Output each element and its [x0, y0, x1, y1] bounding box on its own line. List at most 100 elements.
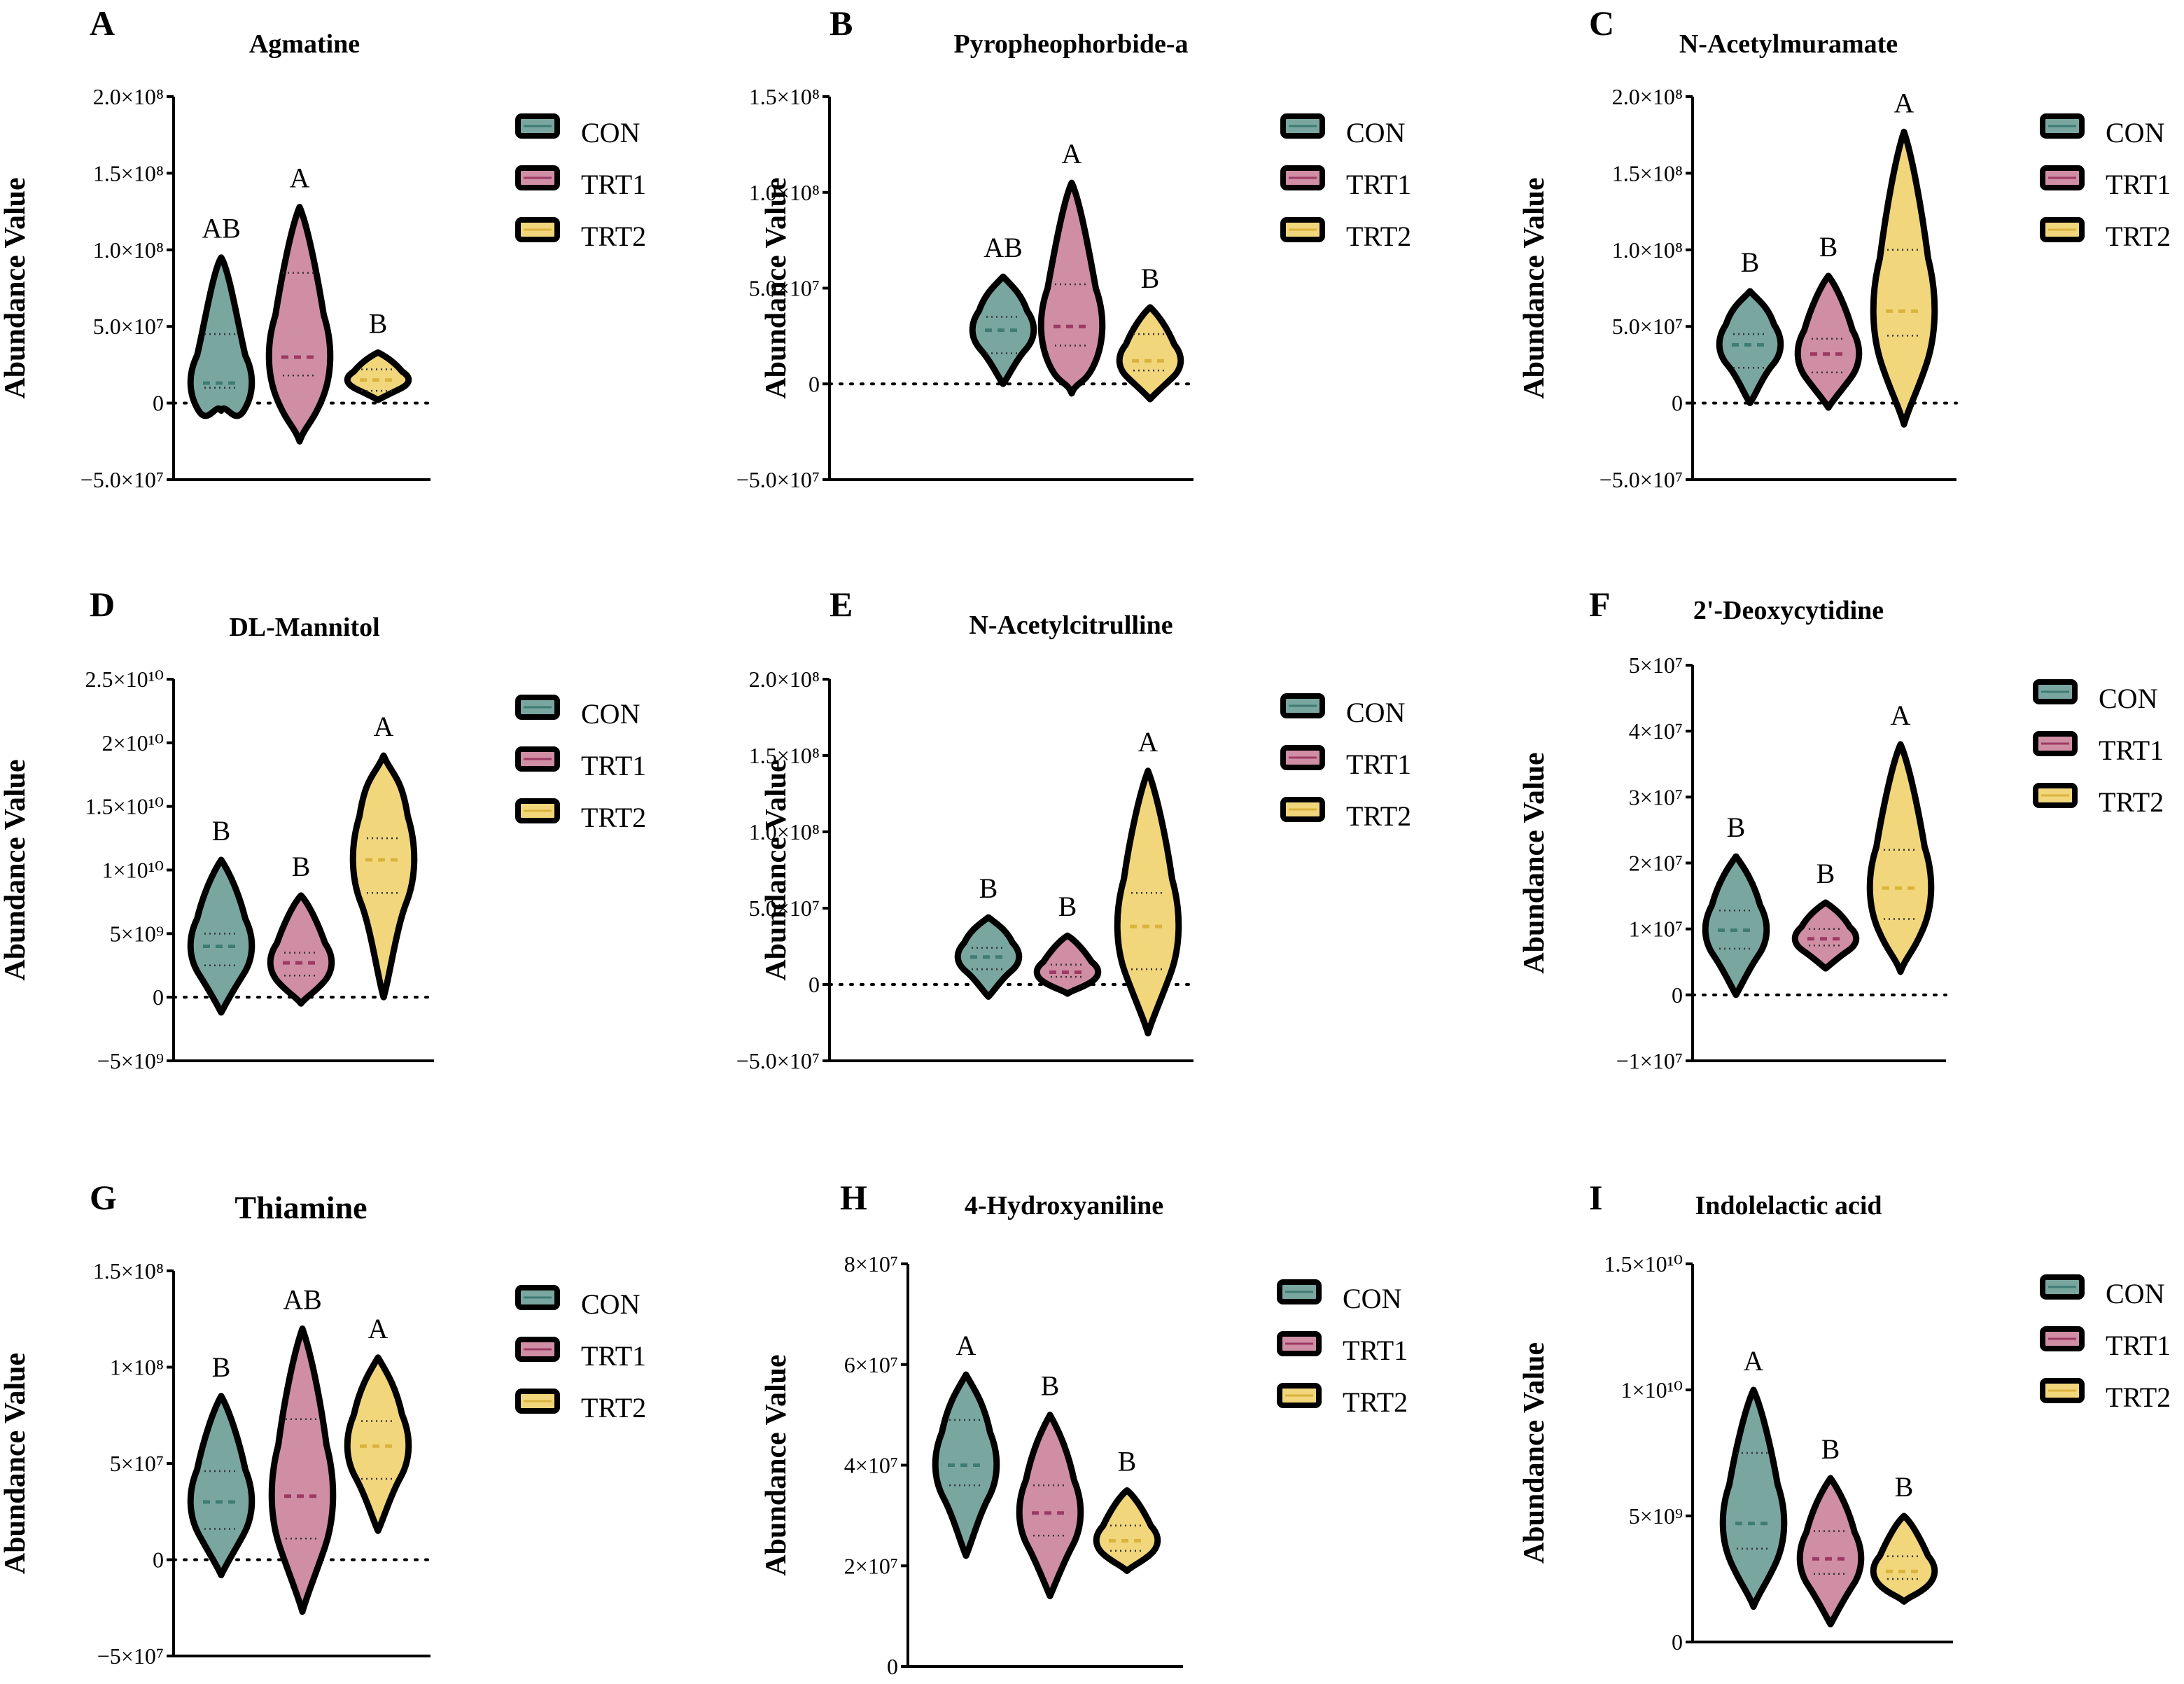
panel-letter: B	[830, 4, 853, 43]
panel-letter: I	[1589, 1178, 1602, 1217]
y-tick-label: 5×10⁹	[1629, 1503, 1683, 1529]
y-tick-label: 5×10⁷	[1629, 653, 1683, 678]
chart-panel-d: D DL-Mannitol Abundance Value −5×10⁹ 0 5×10⁹ 1…	[0, 585, 646, 1073]
y-tick-label: 1.5×10¹⁰	[1604, 1251, 1683, 1276]
y-tick-label: 2.0×10⁸	[1612, 84, 1683, 109]
chart-panel-a: A Agmatine Abundance Value −5.0×10⁷ 0 5.0×10⁷…	[0, 4, 646, 492]
significance-letter: A	[956, 1330, 976, 1361]
panel-letter: E	[830, 585, 853, 624]
y-tick-label: 2×10⁷	[844, 1553, 898, 1578]
y-axis-label: Abundance Value	[0, 759, 31, 980]
legend: CON TRT1 TRT2	[1280, 113, 1411, 252]
y-axis-label: Abundance Value	[1518, 177, 1550, 398]
y-tick-label: −5×10⁷	[97, 1643, 164, 1669]
y-tick-label: 0	[808, 371, 820, 396]
y-tick-label: 1×10⁸	[110, 1355, 164, 1380]
violin-trt2	[344, 349, 412, 403]
significance-letter: A	[1138, 726, 1158, 758]
significance-letter: B	[1819, 231, 1838, 263]
y-tick-label: 1.0×10⁸	[93, 237, 164, 263]
y-tick-label: 8×10⁷	[844, 1251, 898, 1276]
y-tick-label: 5×10⁷	[110, 1451, 164, 1476]
legend-label: CON	[1343, 1283, 1401, 1314]
legend: CON TRT1 TRT2	[2040, 1274, 2171, 1413]
significance-letter: B	[212, 815, 231, 847]
panel-letter: G	[90, 1178, 117, 1217]
violin-trt1	[267, 892, 335, 1007]
significance-letter: AB	[202, 213, 241, 244]
y-tick-label: 1.5×10⁸	[1612, 160, 1683, 186]
chart-panel-f: F 2'-Deoxycytidine Abundance Value −1×10⁷ 0 1…	[1518, 585, 2164, 1073]
chart-title: DL-Mannitol	[229, 613, 379, 642]
legend-label: TRT1	[581, 750, 646, 781]
y-axis-label: Abundance Value	[0, 1353, 31, 1574]
violin-trt2	[1866, 741, 1935, 975]
y-tick-label: 0	[1672, 391, 1683, 416]
chart-title: N-Acetylmuramate	[1679, 29, 1898, 59]
significance-letter: B	[1118, 1445, 1137, 1477]
significance-letter: B	[1141, 263, 1160, 294]
significance-letter: A	[290, 162, 310, 194]
y-tick-label: 2.0×10⁸	[93, 84, 164, 109]
y-tick-label: 0	[1672, 982, 1683, 1008]
significance-letter: A	[368, 1313, 388, 1344]
y-tick-label: 2.0×10⁸	[749, 667, 820, 692]
y-tick-label: 1×10¹⁰	[1621, 1377, 1683, 1403]
y-tick-label: 6×10⁷	[844, 1352, 898, 1377]
legend: CON TRT1 TRT2	[515, 1285, 646, 1424]
legend: CON TRT1 TRT2	[1280, 693, 1411, 832]
y-tick-label: 4×10⁷	[1629, 718, 1683, 744]
y-tick-label: 5×10⁹	[110, 921, 164, 946]
y-tick-label: −5.0×10⁷	[80, 467, 164, 492]
legend-label: TRT1	[1343, 1335, 1408, 1366]
y-tick-label: 1.5×10⁸	[749, 743, 820, 768]
y-tick-label: 4×10⁷	[844, 1453, 898, 1478]
y-tick-label: 1.0×10⁸	[749, 819, 820, 844]
y-tick-label: 1.0×10⁸	[749, 180, 820, 205]
chart-panel-i: I Indolelactic acid Abundance Value 0 5×10⁹ 1…	[1518, 1178, 2171, 1655]
y-tick-label: 1.5×10⁸	[93, 160, 164, 186]
legend-label: TRT1	[2106, 169, 2171, 200]
y-axis-label: Abundance Value	[760, 1354, 792, 1575]
significance-letter: A	[374, 711, 394, 742]
y-tick-label: 0	[153, 1547, 164, 1573]
chart-panel-h: H 4-Hydroxyaniline Abundance Value 0 2×10⁷ 4×…	[760, 1178, 1408, 1679]
significance-letter: A	[1891, 700, 1911, 731]
y-tick-label: −1×10⁷	[1616, 1048, 1683, 1073]
y-axis-label: Abundance Value	[760, 759, 792, 980]
legend-label: TRT2	[2106, 1382, 2171, 1413]
y-tick-label: 1×10¹⁰	[102, 858, 164, 883]
significance-letter: A	[1744, 1345, 1764, 1377]
y-tick-label: 0	[887, 1654, 898, 1679]
legend-label: TRT1	[2106, 1330, 2171, 1361]
y-axis-label: Abundance Value	[1518, 752, 1550, 973]
panel-letter: H	[840, 1178, 867, 1217]
legend-label: TRT2	[1346, 800, 1411, 832]
chart-title: Agmatine	[249, 29, 360, 59]
violin-trt1	[1037, 179, 1106, 397]
y-tick-label: 1.5×10⁸	[749, 84, 820, 109]
y-tick-label: 0	[808, 972, 820, 997]
panel-letter: C	[1589, 4, 1614, 43]
chart-panel-b: B Pyropheophorbide-a Abundance Value −5.0×1…	[736, 4, 1411, 492]
violin-trt2	[1093, 1487, 1161, 1574]
chart-title: Pyropheophorbide-a	[953, 29, 1188, 59]
legend-label: TRT2	[2099, 786, 2164, 818]
violin-trt1	[1791, 899, 1860, 972]
significance-letter: B	[1741, 246, 1760, 278]
legend-label: CON	[581, 1288, 640, 1320]
legend: CON TRT1 TRT2	[2040, 113, 2171, 252]
panel-letter: D	[90, 585, 115, 624]
legend-label: CON	[1346, 697, 1405, 728]
chart-title: 2'-Deoxycytidine	[1693, 596, 1884, 625]
chart-panel-c: C N-Acetylmuramate Abundance Value −5.0×10⁷…	[1518, 4, 2171, 492]
legend-label: TRT2	[581, 1392, 646, 1424]
violin-trt1	[1794, 272, 1863, 411]
legend-label: TRT1	[1346, 749, 1411, 780]
violin-trt2	[344, 1354, 412, 1534]
significance-letter: AB	[283, 1284, 322, 1316]
violin-con	[187, 856, 255, 1016]
chart-title: Thiamine	[234, 1190, 367, 1225]
legend-label: TRT2	[2106, 221, 2171, 252]
